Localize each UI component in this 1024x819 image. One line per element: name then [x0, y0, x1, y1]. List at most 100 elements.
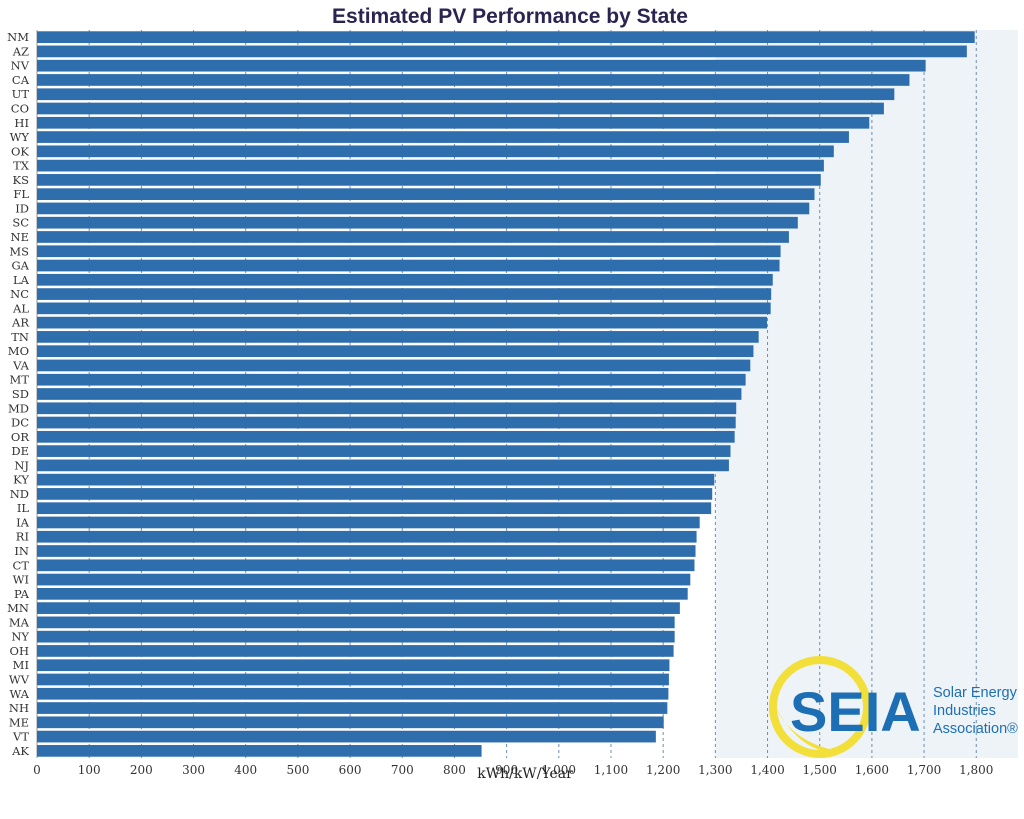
category-labels: NMAZNVCAUTCOHIWYOKTXKSFLIDSCNEMSGALANCAL… [7, 30, 30, 758]
bar-ak [37, 745, 482, 757]
category-label: FL [13, 187, 29, 201]
x-tick-label: 1,200 [646, 763, 680, 777]
category-label: ME [9, 715, 29, 729]
bar-or [37, 430, 735, 443]
x-tick-label: 1,300 [698, 763, 732, 777]
category-label: AR [11, 316, 29, 330]
bar-in [37, 545, 696, 557]
sun-ring-icon [769, 656, 871, 758]
bar-nm [37, 31, 975, 43]
category-label: NE [11, 230, 29, 244]
category-label: OR [11, 430, 29, 444]
bar-wi [37, 573, 691, 586]
x-tick-label: 900 [495, 763, 518, 777]
category-label: CT [13, 558, 30, 572]
x-tick-label: 500 [286, 763, 309, 777]
bar-az [37, 45, 967, 58]
category-label: MT [10, 373, 30, 387]
bar-nh [37, 702, 668, 714]
category-label: MS [9, 244, 29, 258]
category-label: WA [9, 687, 29, 701]
category-label: KY [13, 473, 29, 487]
bar-ct [37, 559, 695, 572]
category-label: WY [10, 130, 30, 144]
category-label: CO [11, 102, 29, 116]
category-label: NV [11, 59, 30, 73]
x-tick-labels: 0 100 200 300 400 500 600 700 800 900 1,000 1,100 1,… [33, 763, 993, 777]
bar-ky [37, 473, 715, 486]
bar-mo [37, 345, 754, 358]
x-tick-label: 1,700 [907, 763, 941, 777]
logo-line1: Solar Energy [933, 685, 1018, 701]
category-label: MN [7, 601, 29, 615]
category-label: NJ [14, 458, 29, 472]
bar-de [37, 445, 731, 457]
bar-ok [37, 145, 834, 158]
bar-sd [37, 388, 742, 400]
category-label: MO [8, 344, 29, 358]
bar-ks [37, 174, 821, 186]
x-tick-label: 1,800 [959, 763, 993, 777]
bar-ia [37, 516, 700, 529]
bars [37, 31, 975, 757]
bar-me [37, 716, 664, 729]
bar-ma [37, 616, 675, 629]
category-label: NH [9, 701, 29, 715]
category-label: HI [14, 116, 29, 130]
logo-acronym: SEIA [790, 680, 921, 743]
category-label: VA [12, 358, 30, 372]
category-label: WV [9, 672, 30, 686]
bar-nd [37, 488, 713, 500]
x-axis-label: kWh/kW/Year [477, 766, 573, 782]
category-label: IL [17, 501, 30, 515]
bar-mi [37, 659, 670, 672]
category-label: MA [9, 615, 30, 629]
bar-mt [37, 373, 746, 386]
category-label: RI [16, 530, 29, 544]
bar-ny [37, 630, 675, 643]
category-label: MD [8, 401, 29, 415]
category-label: CA [12, 73, 30, 87]
bar-ne [37, 231, 789, 243]
bar-pa [37, 587, 688, 600]
bar-ca [37, 74, 910, 86]
bar-la [37, 273, 773, 286]
bar-dc [37, 416, 736, 429]
bar-mn [37, 602, 680, 614]
seia-logo: SEIA Solar Energy Industries Association… [769, 656, 1018, 758]
category-label: GA [12, 259, 30, 273]
bar-oh [37, 645, 674, 657]
category-label: PA [14, 587, 30, 601]
x-tick-label: 1,100 [594, 763, 628, 777]
bar-va [37, 359, 751, 372]
x-tick-label: 300 [182, 763, 205, 777]
category-label: TX [13, 159, 30, 173]
logo-line2: Industries [933, 703, 996, 719]
bar-wv [37, 673, 669, 686]
bar-nv [37, 59, 926, 72]
bar-ms [37, 245, 781, 258]
bar-co [37, 102, 884, 115]
bar-fl [37, 188, 815, 201]
category-label: LA [13, 273, 30, 287]
category-label: NC [10, 287, 29, 301]
sun-arc-icon [772, 700, 845, 753]
bar-tn [37, 331, 759, 343]
x-tick-label: 400 [234, 763, 257, 777]
bar-tx [37, 159, 824, 172]
category-label: NY [11, 630, 29, 644]
bar-ga [37, 259, 780, 272]
x-tick-label: 1,000 [542, 763, 576, 777]
category-label: IA [16, 515, 30, 529]
category-label: MI [13, 658, 29, 672]
category-label: SD [12, 387, 29, 401]
category-label: IN [14, 544, 29, 558]
bar-ar [37, 316, 768, 329]
bar-md [37, 402, 737, 415]
category-label: SC [12, 216, 29, 230]
bar-nc [37, 288, 772, 300]
category-label: VT [12, 730, 29, 744]
x-tick-label: 1,600 [855, 763, 889, 777]
x-tick-label: 0 [33, 763, 41, 777]
